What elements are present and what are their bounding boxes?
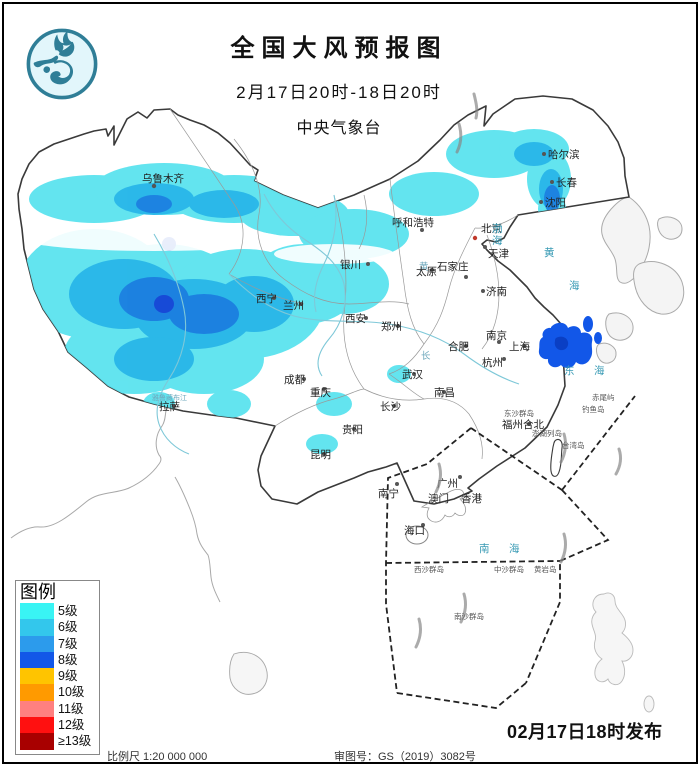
svg-text:渤: 渤 [492,222,503,235]
svg-text:香港: 香港 [461,493,482,505]
svg-text:澳门: 澳门 [428,492,449,505]
svg-text:南京: 南京 [486,329,507,342]
svg-text:南沙群岛: 南沙群岛 [454,611,484,621]
svg-text:兰州: 兰州 [283,299,304,312]
svg-text:乌鲁木齐: 乌鲁木齐 [142,172,184,185]
svg-text:西沙群岛: 西沙群岛 [414,564,444,574]
svg-text:银川: 银川 [340,258,361,271]
svg-text:贵阳: 贵阳 [342,423,363,436]
svg-text:太原: 太原 [416,265,437,278]
svg-text:拉萨: 拉萨 [159,400,180,413]
svg-text:澎湖列岛: 澎湖列岛 [532,428,562,438]
svg-text:东沙群岛: 东沙群岛 [504,408,534,418]
svg-text:重庆: 重庆 [310,386,331,399]
svg-text:海: 海 [569,279,580,292]
svg-text:上海: 上海 [509,340,530,353]
svg-text:东: 东 [564,364,575,377]
svg-text:合肥: 合肥 [448,340,469,353]
svg-text:中沙群岛: 中沙群岛 [494,564,524,574]
svg-text:哈尔滨: 哈尔滨 [548,148,580,161]
svg-text:钓鱼岛: 钓鱼岛 [582,404,605,414]
svg-text:西宁: 西宁 [256,292,277,305]
svg-text:杭州: 杭州 [482,356,503,369]
svg-text:郑州: 郑州 [381,320,402,333]
svg-text:赤尾屿: 赤尾屿 [592,393,615,402]
svg-text:海口: 海口 [404,524,425,537]
svg-text:海: 海 [509,542,520,555]
svg-text:昆明: 昆明 [310,449,331,461]
svg-text:成都: 成都 [284,374,305,386]
svg-text:武汉: 武汉 [402,368,423,381]
svg-text:南昌: 南昌 [434,386,455,399]
svg-text:长沙: 长沙 [380,401,401,413]
svg-text:呼和浩特: 呼和浩特 [392,217,434,229]
svg-text:长春: 长春 [556,177,577,189]
svg-text:海: 海 [594,364,605,377]
svg-text:石家庄: 石家庄 [437,260,469,273]
svg-text:长: 长 [421,350,431,362]
svg-text:黄岩岛: 黄岩岛 [534,564,557,574]
svg-text:南: 南 [479,542,490,555]
svg-text:黄: 黄 [544,246,555,259]
svg-text:台湾岛: 台湾岛 [562,440,585,450]
svg-text:西安: 西安 [345,312,366,325]
svg-text:沈阳: 沈阳 [545,196,566,209]
svg-text:济南: 济南 [486,285,507,298]
svg-text:海: 海 [492,234,503,247]
svg-text:天津: 天津 [488,248,509,260]
